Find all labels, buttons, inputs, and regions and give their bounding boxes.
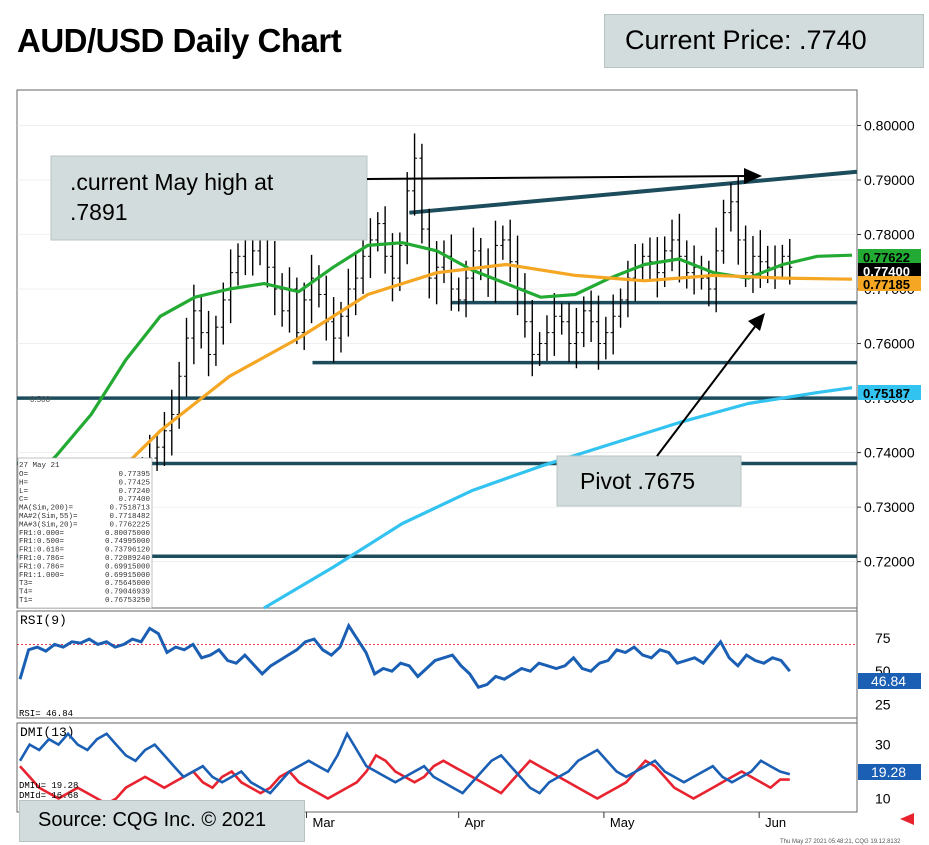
moving-average-line-ma20	[20, 241, 853, 492]
data-readout-value: 0.77240	[118, 488, 150, 496]
data-readout-key: FR1:0.618=	[19, 547, 65, 555]
rsi-value-tag	[858, 673, 921, 689]
data-readout-value: 0.7518713	[109, 505, 150, 513]
data-readout-value: 0.79046939	[105, 589, 150, 597]
data-readout-value: 0.77400	[118, 496, 150, 504]
data-readout-key: C=	[19, 496, 29, 504]
price-tag-label: 0.75187	[863, 386, 910, 401]
moving-average-line-ma55	[20, 262, 853, 561]
data-readout-key: MA#2(Sim,55)=	[19, 513, 78, 521]
dmi-plus-line	[18, 730, 791, 795]
data-readout-value: 0.77395	[118, 471, 150, 479]
data-readout-value: 0.74995000	[105, 538, 151, 546]
month-label: May	[610, 815, 635, 830]
data-readout-key: T1=	[19, 597, 33, 605]
dmi-tick-label: 10	[875, 791, 891, 807]
data-readout-key: T3=	[19, 580, 33, 588]
data-readout-value: 0.69915000	[105, 572, 151, 580]
scroll-left-arrow-icon	[900, 813, 914, 825]
dmi-minus-readout: DMId= 16.68	[19, 791, 78, 801]
may-high-annotation-box	[50, 155, 368, 241]
rsi-tick-label: 25	[875, 697, 891, 713]
footer-timestamp: Thu May 27 2021 05:48:21, CQG 19.12.8132	[780, 839, 901, 845]
data-readout-value: 0.69915000	[105, 563, 151, 571]
price-tick-label: 0.80000	[864, 117, 915, 133]
data-readout-key: FR1:0.786=	[19, 563, 65, 571]
rsi-panel-frame	[16, 610, 858, 719]
data-readout-value: 0.77425	[118, 479, 150, 487]
data-readout-key: MA#3(Sim,20)=	[19, 521, 78, 529]
pivot-annotation-label: Pivot .7675	[580, 468, 695, 494]
rsi-tick-label: 75	[875, 630, 891, 646]
data-readout-value: 0.7718482	[109, 513, 150, 521]
price-tag-ma20	[858, 249, 921, 264]
dmi-panel-title: DMI(13)	[20, 725, 75, 740]
data-readout-value: 0.76753250	[105, 597, 151, 605]
data-readout-key: O=	[19, 471, 29, 479]
price-tick-label: 0.79000	[864, 172, 915, 188]
dmi-plus-readout: DMIu= 19.28	[19, 781, 78, 791]
ascending-trendline	[409, 169, 858, 215]
dmi-value-tag-label: 19.28	[871, 764, 906, 780]
data-readout-key: MA(Sim,200)=	[19, 505, 74, 513]
rsi-line	[18, 622, 791, 689]
data-readout-key: FR1:0.500=	[19, 538, 65, 546]
rsi-panel-title: RSI(9)	[20, 613, 67, 628]
dmi-value-tag	[858, 764, 921, 780]
data-readout-panel	[17, 457, 153, 609]
price-tick-label: 0.76000	[864, 336, 915, 352]
price-tick-label: 0.73000	[864, 499, 915, 515]
data-readout-date: 27 May 21	[19, 462, 60, 470]
data-readout-value: 0.75645000	[105, 580, 151, 588]
dmi-tick-label: 30	[875, 737, 891, 753]
month-label: Apr	[465, 815, 486, 830]
fib-level-label: 0.500	[30, 395, 51, 404]
data-readout-key: FR1:0.786=	[19, 555, 65, 563]
may-high-arrow-head	[744, 168, 762, 184]
current-price-label: Current Price: .7740	[625, 25, 867, 55]
chart-title: AUD/USD Daily Chart	[17, 22, 342, 59]
data-readout-key: FR1:0.000=	[19, 530, 65, 538]
data-readout-key: T4=	[19, 589, 33, 597]
dmi-panel-frame	[16, 722, 858, 813]
moving-average-line-ma200	[263, 386, 853, 610]
month-label: Jun	[765, 815, 786, 830]
data-readout-value: 0.7762225	[109, 521, 150, 529]
price-tick-label: 0.78000	[864, 226, 915, 242]
data-readout-key: H=	[19, 479, 29, 487]
price-tag-label: 0.77185	[863, 277, 910, 292]
source-label: Source: CQG Inc. © 2021	[38, 809, 267, 831]
month-label: Mar	[313, 815, 336, 830]
data-readout-value: 0.80075000	[105, 530, 151, 538]
price-tag-label: 0.77400	[863, 264, 910, 279]
current-price-box: Current Price: .7740	[604, 14, 924, 68]
pivot-annotation-box	[556, 455, 742, 507]
price-tick-label: 0.74000	[864, 445, 915, 461]
price-tick-label: 0.72000	[864, 554, 915, 570]
may-high-arrow-line	[366, 175, 751, 180]
source-box: Source: CQG Inc. © 2021	[19, 800, 305, 842]
price-tag-ma200	[858, 385, 921, 400]
may-high-annotation-line1: .current May high at	[70, 169, 274, 195]
pivot-arrow-line	[656, 323, 758, 457]
price-tag-ma55	[858, 276, 921, 291]
rsi-value-tag-label: 46.84	[871, 673, 906, 689]
price-tag-label: 0.77622	[863, 250, 910, 265]
price-tag-price	[858, 263, 921, 278]
data-readout-value: 0.73796120	[105, 547, 151, 555]
data-readout-key: FR1:1.000=	[19, 572, 65, 580]
may-high-annotation-line2: .7891	[70, 199, 128, 225]
pivot-arrow-head	[748, 313, 765, 331]
rsi-readout: RSI= 46.84	[19, 709, 73, 719]
data-readout-key: L=	[19, 488, 29, 496]
data-readout-value: 0.72089240	[105, 555, 151, 563]
